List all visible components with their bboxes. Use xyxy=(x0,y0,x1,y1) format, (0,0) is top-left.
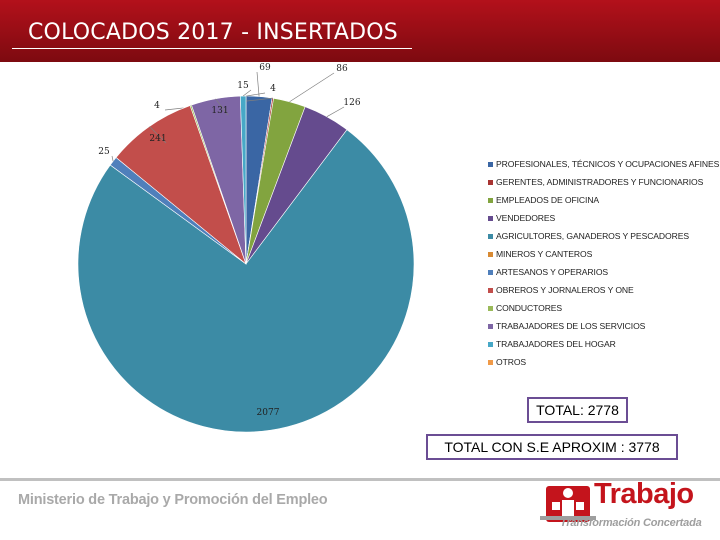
legend-swatch xyxy=(488,323,493,329)
legend-label: PROFESIONALES, TÉCNICOS Y OCUPACIONES AF… xyxy=(496,159,720,169)
legend-swatch xyxy=(488,197,493,203)
leader-line-profesionales-tecnicos-y-ocupaciones-afines xyxy=(256,71,260,97)
legend-label: AGRICULTORES, GANADEROS Y PESCADORES xyxy=(496,231,689,241)
leader-line-obreros-y-jornaleros-y-one xyxy=(149,126,167,144)
logo-wordmark: Trabajo xyxy=(594,478,694,510)
footer-divider xyxy=(0,478,720,481)
trabajo-logo-icon xyxy=(540,486,596,522)
data-label-vendedores: 126 xyxy=(343,98,360,108)
chart-legend: PROFESIONALES, TÉCNICOS Y OCUPACIONES AF… xyxy=(488,155,719,371)
pie-slice-agricultores-ganaderos-y-pescadores xyxy=(77,129,415,433)
legend-item-profesionales-tecnicos-y-ocupaciones-afines: PROFESIONALES, TÉCNICOS Y OCUPACIONES AF… xyxy=(488,155,719,173)
legend-label: OTROS xyxy=(496,357,527,367)
legend-item-artesanos-y-operarios: ARTESANOS Y OPERARIOS xyxy=(488,263,719,281)
total-approx-text: TOTAL CON S.E APROXIM : 3778 xyxy=(444,439,660,455)
legend-swatch xyxy=(488,287,493,293)
legend-item-mineros-y-canteros: MINEROS Y CANTEROS xyxy=(488,245,719,263)
legend-label: ARTESANOS Y OPERARIOS xyxy=(496,267,609,277)
legend-label: OBREROS Y JORNALEROS Y ONE xyxy=(496,285,634,295)
data-label-trabajadores-de-los-servicios: 131 xyxy=(211,106,228,116)
legend-item-conductores: CONDUCTORES xyxy=(488,299,719,317)
total-approx-box: TOTAL CON S.E APROXIM : 3778 xyxy=(426,434,678,460)
pie-chart: 69 4 86 126 2077 25 241 4 131 15 xyxy=(77,63,415,433)
data-label-gerentes-administradores-y-funcionarios: 4 xyxy=(154,101,160,111)
legend-item-obreros-y-jornaleros-y-one: OBREROS Y JORNALEROS Y ONE xyxy=(488,281,719,299)
data-label-profesionales-tecnicos-y-ocupaciones-afines: 69 xyxy=(259,63,271,73)
data-label-artesanos-y-operarios: 25 xyxy=(98,147,110,157)
pie-slice-trabajadores-del-hogar xyxy=(239,95,247,265)
legend-item-trabajadores-del-hogar: TRABAJADORES DEL HOGAR xyxy=(488,335,719,353)
legend-label: VENDEDORES xyxy=(496,213,556,223)
legend-swatch xyxy=(488,215,493,221)
total-text: TOTAL: 2778 xyxy=(536,402,619,418)
leader-line-artesanos-y-operarios xyxy=(111,155,114,162)
leader-line-trabajadores-del-hogar xyxy=(242,89,252,97)
legend-swatch xyxy=(488,251,493,257)
data-label-trabajadores-del-hogar: 15 xyxy=(237,81,249,91)
legend-item-empleados-de-oficina: EMPLEADOS DE OFICINA xyxy=(488,191,719,209)
ministry-name: Ministerio de Trabajo y Promoción del Em… xyxy=(18,492,328,508)
data-label-empleados-de-oficina: 86 xyxy=(336,64,348,74)
legend-item-agricultores-ganaderos-y-pescadores: AGRICULTORES, GANADEROS Y PESCADORES xyxy=(488,227,719,245)
leader-line-empleados-de-oficina xyxy=(289,72,335,103)
page-title: COLOCADOS 2017 - INSERTADOS xyxy=(28,20,398,45)
legend-label: TRABAJADORES DEL HOGAR xyxy=(496,339,616,349)
data-label-obreros-y-jornaleros-y-one: 241 xyxy=(149,134,166,144)
legend-item-trabajadores-de-los-servicios: TRABAJADORES DE LOS SERVICIOS xyxy=(488,317,719,335)
legend-label: MINEROS Y CANTEROS xyxy=(496,249,593,259)
legend-swatch xyxy=(488,305,493,311)
leader-line-trabajadores-de-los-servicios xyxy=(215,98,229,116)
legend-swatch xyxy=(488,359,493,365)
legend-swatch xyxy=(488,341,493,347)
data-label-conductores: 4 xyxy=(270,84,276,94)
legend-swatch xyxy=(488,233,493,239)
legend-item-otros: OTROS xyxy=(488,353,719,371)
data-label-agricultores-ganaderos-y-pescadores: 2077 xyxy=(257,408,280,418)
legend-swatch xyxy=(488,161,493,167)
logo-tagline: Transformación Concertada xyxy=(560,517,702,529)
legend-item-gerentes-administradores-y-funcionarios: GERENTES, ADMINISTRADORES Y FUNCIONARIOS xyxy=(488,173,719,191)
title-bar: COLOCADOS 2017 - INSERTADOS xyxy=(0,0,720,62)
legend-label: TRABAJADORES DE LOS SERVICIOS xyxy=(496,321,646,331)
legend-item-vendedores: VENDEDORES xyxy=(488,209,719,227)
legend-label: GERENTES, ADMINISTRADORES Y FUNCIONARIOS xyxy=(496,177,704,187)
legend-swatch xyxy=(488,269,493,275)
total-box: TOTAL: 2778 xyxy=(527,397,628,423)
legend-label: CONDUCTORES xyxy=(496,303,563,313)
title-underline xyxy=(12,48,412,49)
leader-line-vendedores xyxy=(326,106,345,118)
legend-swatch xyxy=(488,179,493,185)
legend-label: EMPLEADOS DE OFICINA xyxy=(496,195,600,205)
